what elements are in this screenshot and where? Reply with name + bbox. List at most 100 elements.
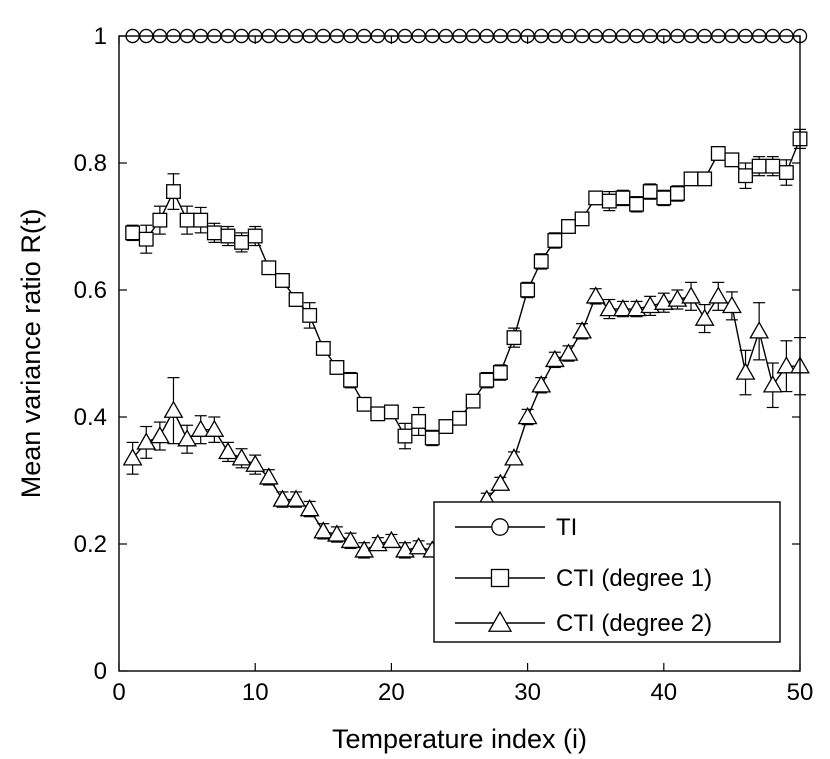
- series-3-point: [762, 375, 783, 393]
- series-3-point: [490, 473, 511, 491]
- series-3-point: [694, 308, 715, 326]
- x-tick-label: 40: [650, 679, 677, 706]
- series-3-point: [340, 530, 361, 549]
- x-tick-label: 30: [514, 679, 541, 706]
- series-2-point: [601, 193, 617, 209]
- series-2-point: [206, 225, 222, 241]
- series-2-point: [506, 330, 522, 346]
- series-2-point: [152, 212, 168, 228]
- series-3-point: [599, 298, 620, 317]
- series-2-point: [697, 171, 713, 187]
- series-3-point: [544, 349, 565, 368]
- series-3-point: [735, 362, 756, 380]
- series-2-point: [452, 410, 467, 426]
- series-3-point: [721, 295, 742, 314]
- series-2-point: [710, 146, 726, 161]
- series-2-point: [356, 396, 372, 412]
- series-3-point: [572, 321, 593, 339]
- series-2-point: [724, 152, 740, 168]
- series-2-point: [179, 212, 195, 228]
- series-3-point: [190, 419, 211, 437]
- y-tick-label: 0.6: [74, 277, 107, 304]
- legend-item-2: CTI (degree 1): [455, 565, 712, 592]
- y-axis-label: Mean variance ratio R(t): [16, 209, 46, 499]
- series-2-point: [329, 360, 345, 375]
- series-3-point: [204, 419, 225, 437]
- series-2-point: [765, 158, 781, 174]
- legend-marker: [490, 568, 510, 588]
- series-3-point: [149, 425, 170, 444]
- series-3-point: [381, 530, 402, 549]
- series-3-point: [708, 286, 729, 304]
- series-2-point: [683, 171, 699, 187]
- series-3-point: [258, 467, 279, 485]
- series-2-point: [370, 406, 386, 422]
- series-2-point: [465, 393, 481, 409]
- series-3-point: [367, 533, 388, 552]
- y-tick-label: 0.4: [74, 404, 107, 431]
- series-3-point: [531, 375, 552, 393]
- plot-frame: [118, 35, 801, 672]
- series-3-point: [517, 406, 538, 425]
- series-2-point: [438, 419, 454, 434]
- series-2-point: [778, 165, 794, 180]
- series-3-point: [395, 540, 415, 558]
- series-3-point: [245, 454, 266, 472]
- series-2-point: [125, 225, 141, 241]
- series-2-point: [479, 372, 495, 388]
- y-tick-label: 1: [94, 23, 107, 50]
- x-tick-label: 20: [378, 679, 405, 706]
- series-3-point: [231, 448, 252, 466]
- y-tick-label: 0.2: [74, 531, 107, 558]
- legend-marker: [487, 610, 513, 632]
- x-axis-label: Temperature index (i): [332, 724, 587, 754]
- series-2-point: [547, 233, 563, 248]
- series-2-point: [629, 196, 645, 212]
- legend-label: CTI (degree 1): [556, 565, 712, 592]
- series-3-point: [667, 289, 688, 307]
- series-2-point: [261, 260, 277, 276]
- series-2-point: [302, 307, 318, 323]
- series-2-point: [669, 186, 685, 201]
- series-3-point: [640, 295, 661, 314]
- series-2-point: [247, 228, 263, 244]
- series-2-point: [533, 253, 549, 269]
- series-2-point: [315, 340, 331, 356]
- series-2-point: [343, 372, 358, 388]
- series-2-point: [411, 413, 427, 429]
- series-2-point: [738, 168, 753, 184]
- series-3-point: [749, 321, 770, 339]
- series-2-point: [642, 184, 658, 200]
- series-2-point: [220, 228, 236, 244]
- series-3-point: [776, 356, 797, 374]
- series-3-point: [313, 521, 334, 539]
- series-3-point: [122, 448, 143, 466]
- series-3-point: [163, 400, 184, 418]
- series-2: [125, 128, 808, 450]
- series-2-point: [588, 190, 604, 206]
- legend-item-1: TI: [455, 514, 577, 541]
- series-2-point: [561, 219, 576, 234]
- x-tick-label: 0: [112, 679, 125, 706]
- series-3-point: [354, 540, 375, 558]
- series-3-point: [272, 489, 293, 507]
- series-2-point: [274, 273, 290, 288]
- series-3-point: [299, 498, 320, 517]
- series-2-point: [138, 231, 154, 247]
- legend: TI CTI (degree 1) CTI (degree 2): [433, 501, 781, 643]
- series-2-point: [615, 190, 631, 206]
- series-2-point: [656, 190, 672, 206]
- series-2-point: [492, 365, 508, 381]
- series-2-point: [288, 292, 304, 307]
- legend-item-3: CTI (degree 2): [455, 610, 712, 637]
- series-3-point: [136, 432, 157, 450]
- series-2-point: [383, 404, 399, 420]
- x-tick-label: 50: [787, 679, 814, 706]
- series-2-point: [193, 212, 209, 228]
- series-2-point: [751, 158, 767, 174]
- series-2-point: [520, 282, 536, 298]
- series-3-point: [286, 489, 306, 507]
- legend-label: CTI (degree 2): [556, 610, 712, 637]
- y-tick-label: 0: [94, 658, 107, 685]
